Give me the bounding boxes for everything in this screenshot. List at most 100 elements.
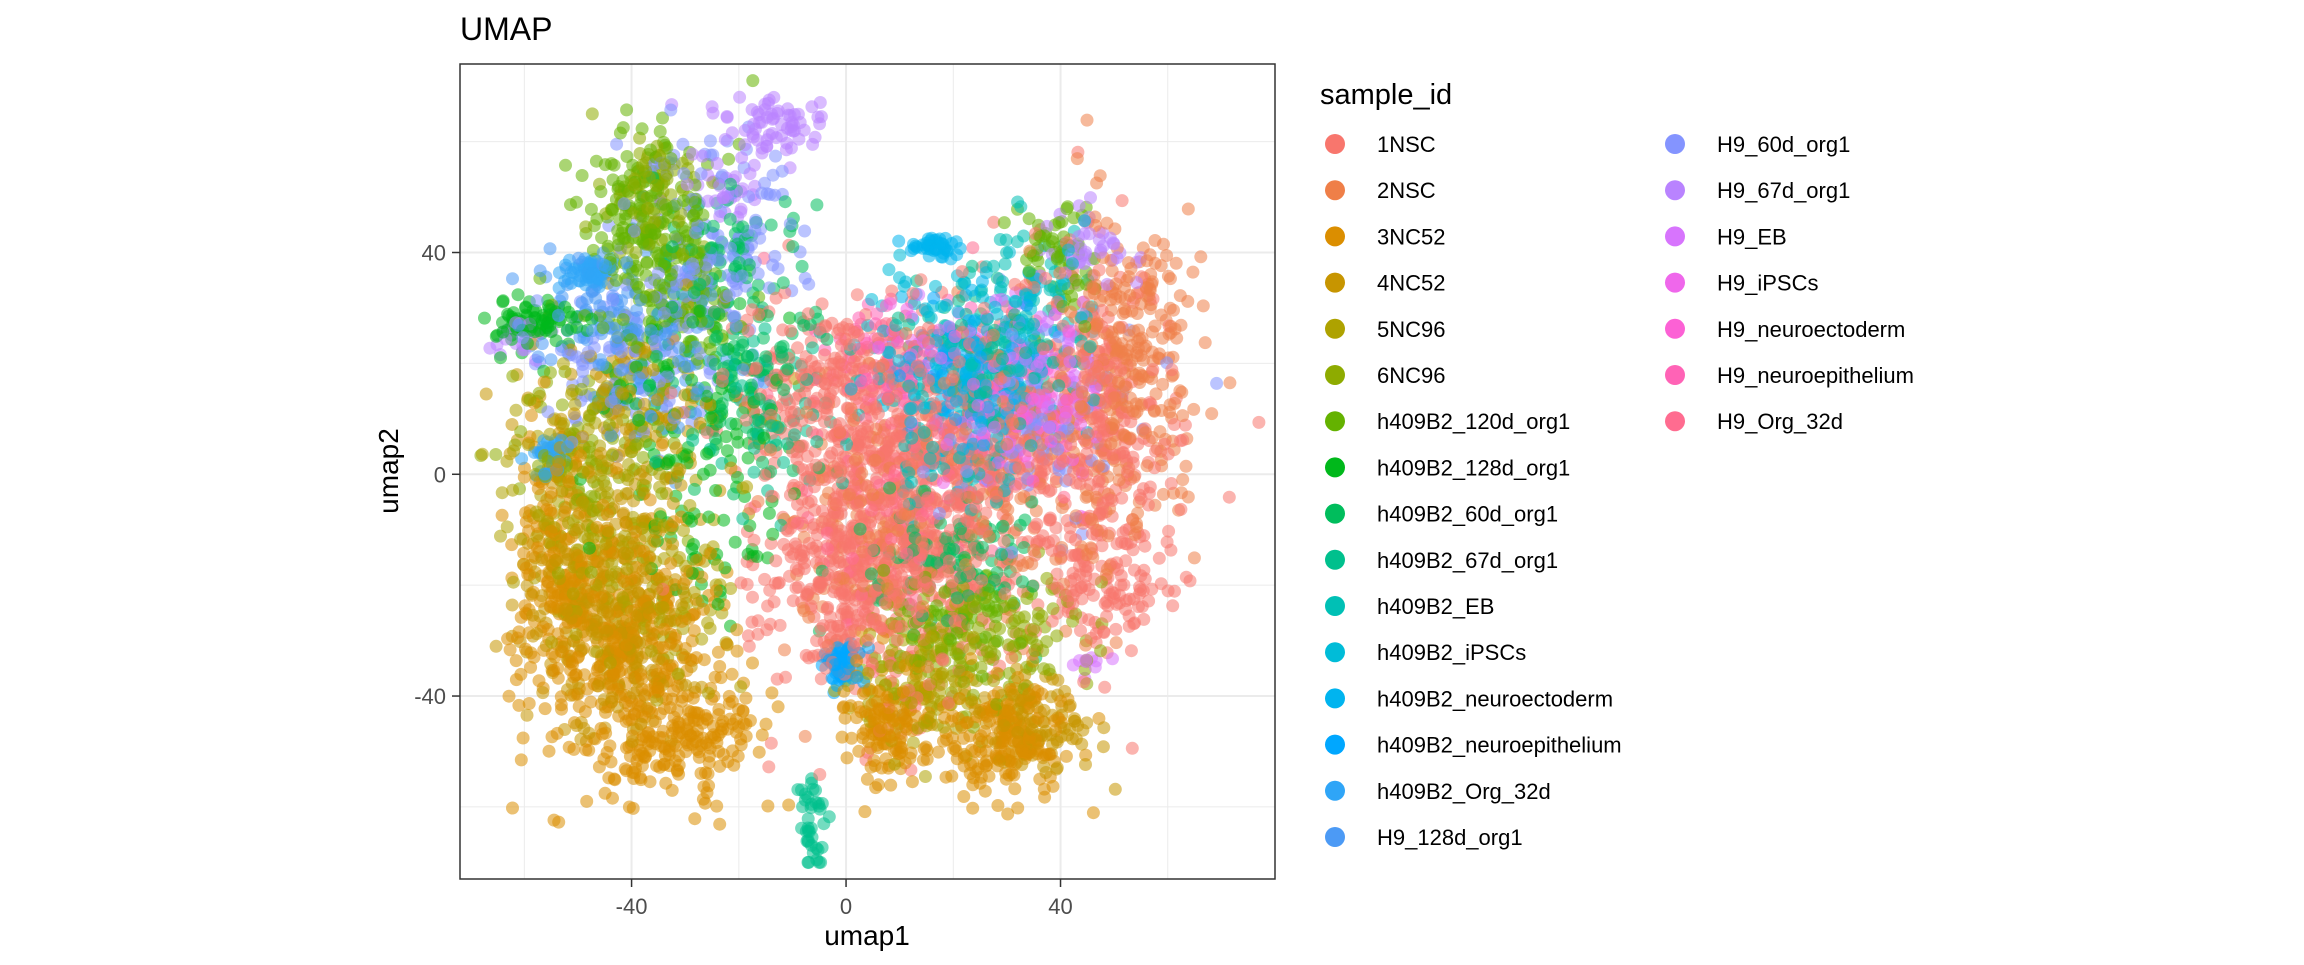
data-point [713,818,726,831]
data-point [1175,386,1188,399]
data-point [1223,376,1236,389]
data-point [560,533,573,546]
data-point [722,153,735,166]
data-point [884,779,897,792]
data-point [1073,199,1086,212]
data-point [796,260,809,273]
data-point [1110,636,1123,649]
data-point [746,74,759,87]
data-point [590,155,603,168]
data-point [725,462,738,475]
data-point [1111,251,1124,264]
data-point [957,732,970,745]
data-point [586,107,599,120]
data-point [1155,259,1168,272]
data-point [688,483,701,496]
data-point [746,591,759,604]
data-point [1210,377,1223,390]
data-point [1157,488,1170,501]
data-point [966,802,979,815]
data-point [1090,177,1103,190]
data-point [515,753,528,766]
data-point [543,745,556,758]
data-point [510,654,523,667]
data-point [590,213,603,226]
data-point [837,700,850,713]
data-point [919,741,932,754]
data-point [712,646,725,659]
data-point [819,320,832,333]
data-point [1000,234,1013,247]
data-point [721,110,734,123]
data-point [506,802,519,815]
data-point [777,538,790,551]
data-point [649,455,662,468]
data-point [919,770,932,783]
data-point [1187,403,1200,416]
data-point [601,486,614,499]
data-point [1109,623,1122,636]
data-point [732,436,745,449]
data-point [494,351,507,364]
data-point [921,753,934,766]
data-point [1027,249,1040,262]
data-point [768,595,781,608]
data-point [601,524,614,537]
data-point [841,751,854,764]
data-point [698,653,711,666]
data-point [952,294,965,307]
data-point [1067,659,1080,672]
data-point [865,293,878,306]
data-point [710,800,723,813]
data-point [1205,407,1218,420]
data-point [1165,363,1178,376]
data-point [620,256,633,269]
data-point [606,204,619,217]
data-point [517,732,530,745]
data-point [1186,266,1199,279]
data-point [815,110,828,123]
data-point [579,220,592,233]
data-point [702,511,715,524]
data-point [957,790,970,803]
data-point [821,601,834,614]
data-point [895,290,908,303]
data-point [506,272,519,285]
data-point [605,755,618,768]
data-point [865,761,878,774]
data-point [858,805,871,818]
data-point [851,288,864,301]
data-point [1047,602,1060,615]
data-point [765,686,778,699]
data-point [496,509,509,522]
data-point [798,225,811,238]
data-point [523,697,536,710]
data-point [1079,758,1092,771]
data-point [528,651,541,664]
data-point [489,448,502,461]
data-point [666,784,679,797]
data-point [580,795,593,808]
data-point [1156,332,1169,345]
data-point [1182,203,1195,216]
data-point [800,649,813,662]
data-point [762,760,775,773]
data-point [555,690,568,703]
data-point [521,709,534,722]
data-point [1252,416,1265,429]
data-point [1109,292,1122,305]
data-point [1153,552,1166,565]
data-point [1223,491,1236,504]
data-point [594,185,607,198]
data-point [706,100,719,113]
data-point [603,739,616,752]
data-point [1180,460,1193,473]
data-point [637,451,650,464]
data-point [1176,473,1189,486]
data-point [536,337,549,350]
data-point [938,711,951,724]
data-point [729,536,742,549]
data-point [621,150,634,163]
data-point [1126,742,1139,755]
